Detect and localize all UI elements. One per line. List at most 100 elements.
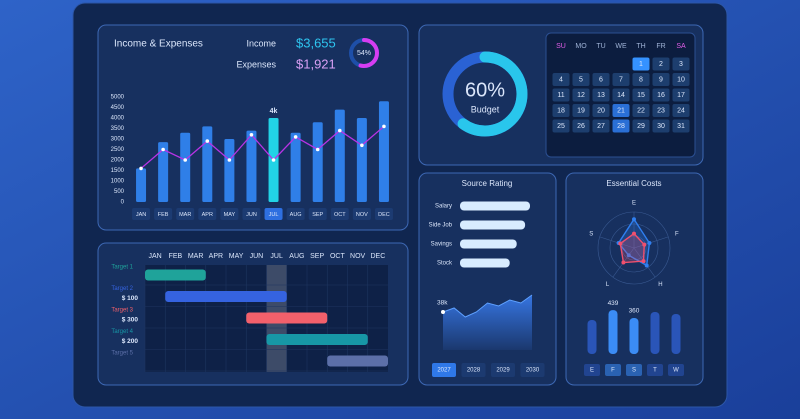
day-cell[interactable]: [612, 73, 630, 86]
gantt-month: APR: [209, 253, 223, 260]
day-cell[interactable]: [672, 104, 690, 117]
x-tick-box: [176, 208, 195, 220]
day-cell[interactable]: [652, 119, 670, 133]
bar: [290, 132, 301, 202]
bar: [180, 132, 191, 202]
bar: [202, 126, 213, 202]
day-cell[interactable]: [632, 73, 650, 86]
day-cell[interactable]: [632, 88, 650, 102]
day-cell[interactable]: [612, 88, 630, 102]
tab-label: T: [653, 368, 657, 374]
day-cell[interactable]: [652, 104, 670, 117]
tab-label: F: [611, 368, 615, 374]
day: 23: [657, 107, 665, 114]
day-cell[interactable]: [592, 119, 610, 133]
line-point: [337, 128, 342, 133]
tab[interactable]: [432, 363, 456, 377]
day-cell[interactable]: [572, 73, 590, 86]
line-point: [271, 158, 276, 162]
day-cell[interactable]: [672, 57, 690, 71]
day-cell[interactable]: [672, 119, 690, 133]
line-point: [382, 124, 386, 129]
day-cell[interactable]: [552, 119, 570, 133]
day-cell[interactable]: [652, 57, 670, 71]
donut-value: 54%: [357, 50, 371, 57]
bar: [158, 142, 169, 202]
day-cell[interactable]: [592, 104, 610, 117]
y-tick-label: 3500: [111, 126, 125, 132]
day-cell[interactable]: [592, 73, 610, 86]
line-point: [139, 166, 143, 171]
hbar: [460, 239, 517, 249]
day: 9: [659, 76, 663, 83]
day-cell[interactable]: [572, 104, 590, 117]
day-cell[interactable]: [572, 88, 590, 102]
bar: [671, 314, 681, 354]
gantt-bar: [246, 312, 328, 324]
weekday: SA: [676, 43, 686, 50]
day-cell[interactable]: [672, 73, 690, 86]
chart-title: Source Rating: [462, 179, 513, 188]
day: 12: [577, 92, 585, 99]
day: 19: [577, 107, 585, 114]
tab-label: 2030: [526, 368, 540, 374]
x-tick-label: JUL: [269, 212, 279, 218]
radar-point: [626, 253, 631, 258]
tab[interactable]: [584, 364, 600, 376]
day-cell[interactable]: [572, 119, 590, 133]
tab[interactable]: [491, 363, 515, 377]
radar-point: [632, 231, 636, 236]
gantt-month: NOV: [350, 253, 366, 260]
tab[interactable]: [520, 363, 545, 377]
bar: [246, 130, 257, 202]
day-cell[interactable]: [652, 88, 670, 102]
gantt-month: AUG: [289, 253, 304, 260]
day-cell[interactable]: [612, 119, 630, 133]
day: 25: [557, 123, 565, 130]
radar-label: E: [632, 201, 636, 207]
x-tick-box: [330, 208, 349, 220]
task-amount: $ 200: [122, 338, 139, 345]
gantt-month: JUN: [250, 253, 264, 260]
day-cell[interactable]: [612, 104, 630, 117]
task-amount: $ 100: [122, 295, 139, 302]
weekday: TU: [596, 43, 605, 50]
task-name: Target 1: [111, 265, 133, 271]
weekday: MO: [575, 43, 587, 50]
tab[interactable]: [668, 364, 684, 376]
tab[interactable]: [647, 364, 663, 376]
y-tick-label: 4500: [111, 105, 125, 111]
radar-shape: [617, 217, 651, 267]
day-cell[interactable]: [632, 119, 650, 133]
tab[interactable]: [605, 364, 621, 376]
gantt-month: JUL: [270, 253, 283, 260]
task-amount: $ 300: [122, 317, 139, 324]
gantt-bar: [266, 334, 368, 345]
day-cell[interactable]: [552, 88, 570, 102]
task-name: Target 2: [111, 286, 133, 292]
y-tick-label: 1000: [111, 179, 125, 185]
weekday: WE: [615, 43, 627, 50]
x-tick-box: [220, 208, 239, 220]
day-cell[interactable]: [552, 104, 570, 117]
day-cell[interactable]: [632, 57, 650, 71]
day-cell[interactable]: [552, 73, 570, 86]
weekday: FR: [656, 43, 665, 50]
day-cell[interactable]: [672, 88, 690, 102]
tab[interactable]: [626, 364, 642, 376]
day-cell[interactable]: [652, 73, 670, 86]
donut-arc: [349, 38, 379, 68]
day: 31: [677, 123, 685, 130]
day: 17: [677, 92, 685, 99]
tab-label: 2029: [496, 368, 510, 374]
day-cell[interactable]: [632, 104, 650, 117]
gantt-bar: [165, 291, 287, 302]
tab[interactable]: [461, 363, 486, 377]
day-cell[interactable]: [592, 88, 610, 102]
radar-point: [621, 260, 626, 265]
hbar: [460, 201, 530, 211]
day: 29: [637, 123, 645, 130]
gantt-month: MAR: [188, 253, 204, 260]
chart-title: Essential Costs: [606, 179, 661, 188]
task-name: Target 4: [111, 329, 133, 335]
